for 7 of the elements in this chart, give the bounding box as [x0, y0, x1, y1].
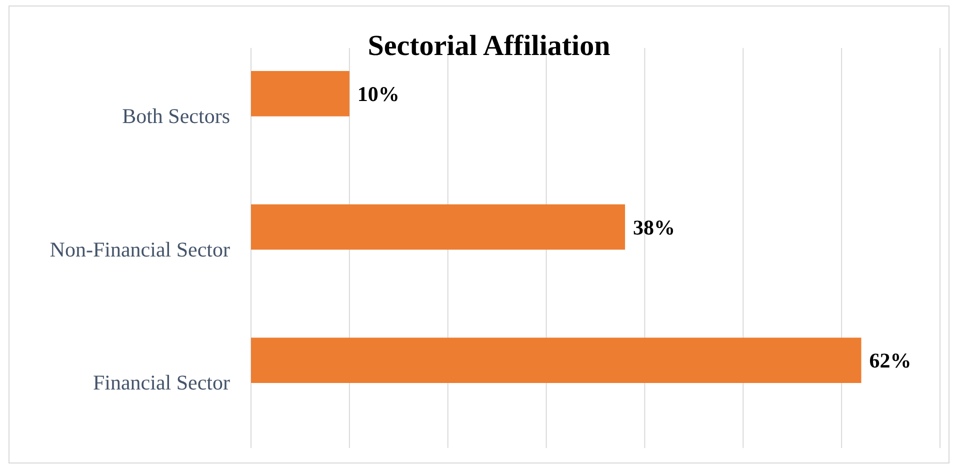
- data-label: 62%: [869, 348, 912, 373]
- y-tick-label: Financial Sector: [92, 370, 230, 395]
- chart-title: Sectorial Affiliation: [368, 30, 610, 62]
- y-tick-label: Both Sectors: [122, 104, 230, 128]
- y-tick-label: Non-Financial Sector: [50, 237, 230, 262]
- data-label: 38%: [633, 215, 676, 240]
- data-label: 10%: [357, 82, 400, 106]
